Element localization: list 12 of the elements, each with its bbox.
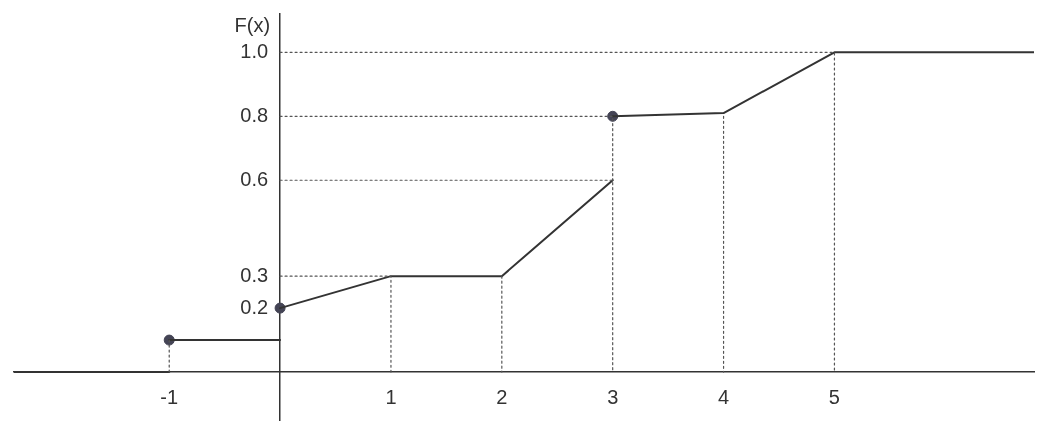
x-tick-label: 1 xyxy=(385,385,397,408)
y-tick-label: 0.6 xyxy=(240,167,269,190)
y-tick-label: 0.2 xyxy=(240,295,269,318)
x-tick-label: 3 xyxy=(607,385,619,408)
y-axis-title: F(x) xyxy=(234,13,271,36)
y-tick-label: 0.3 xyxy=(240,263,269,286)
y-tick-label: 1.0 xyxy=(240,39,269,62)
x-tick-label: 5 xyxy=(828,385,840,408)
x-tick-label: 4 xyxy=(718,385,730,408)
x-tick-label: -1 xyxy=(160,385,179,408)
y-tick-label: 0.8 xyxy=(240,103,269,126)
x-tick-label: 2 xyxy=(496,385,508,408)
